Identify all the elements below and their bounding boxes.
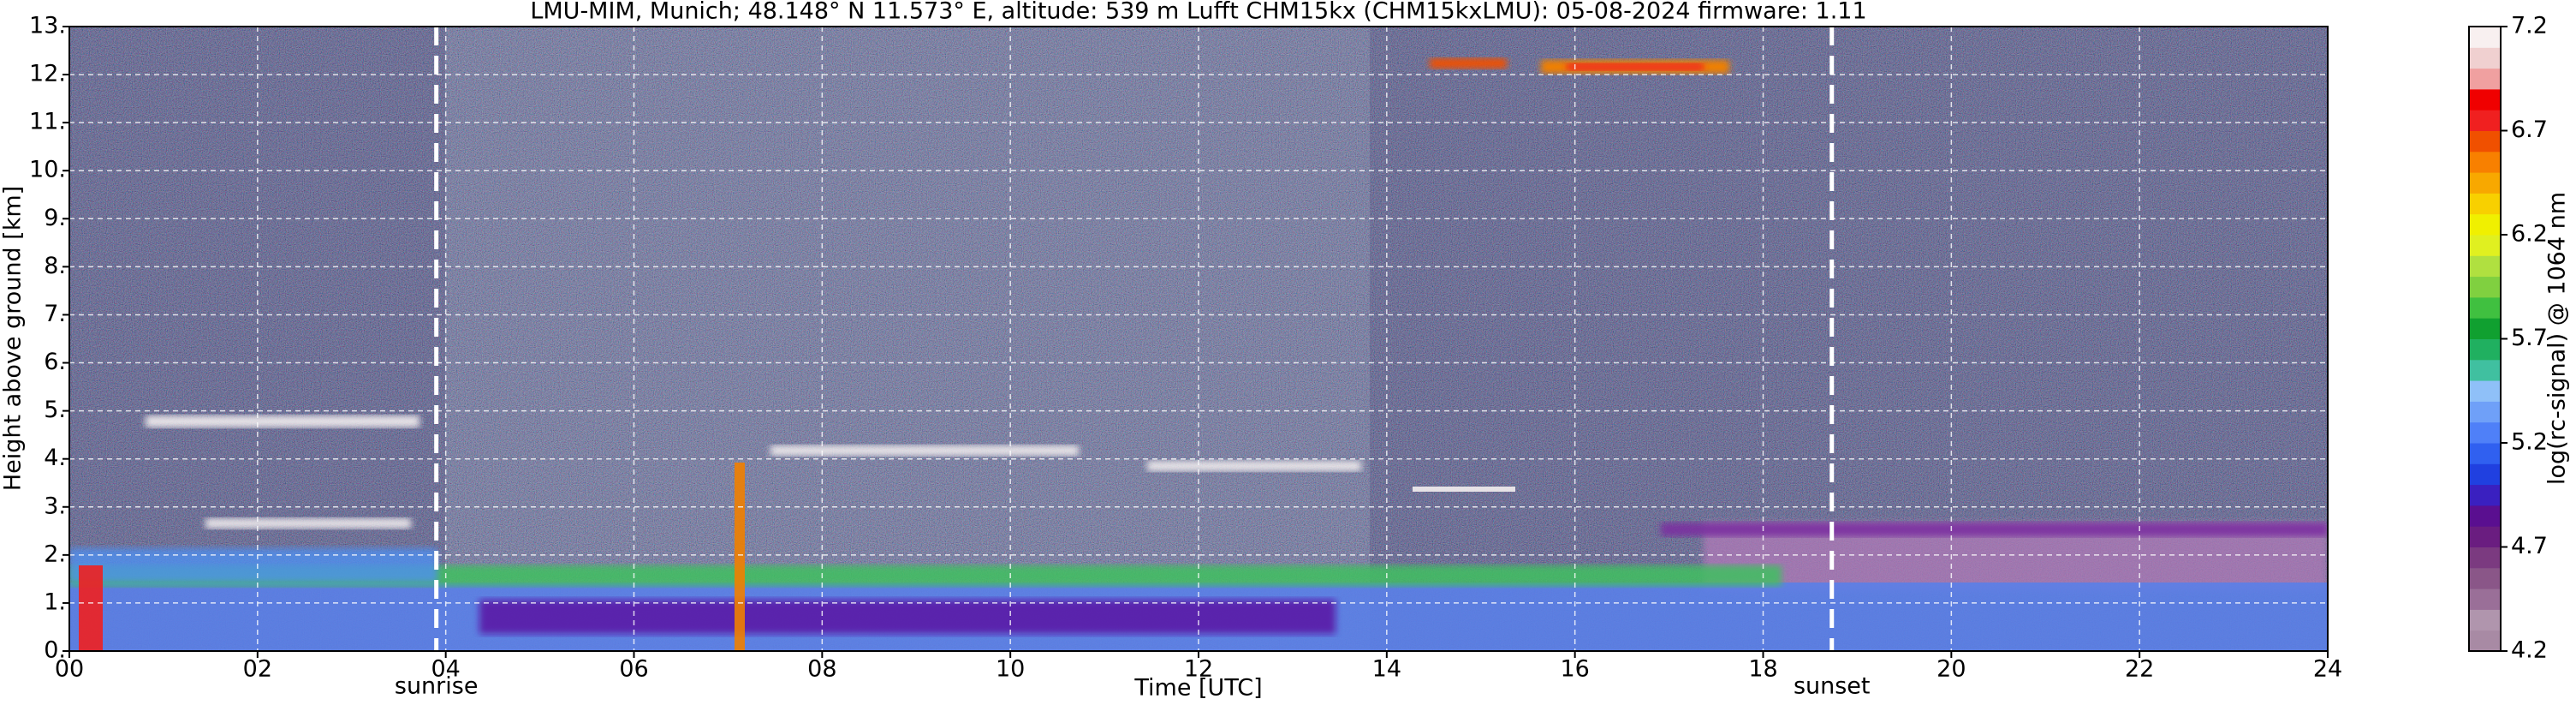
x-tick-label: 12 — [1184, 656, 1213, 683]
colorbar-swatch — [2469, 213, 2501, 236]
colorbar-swatch — [2469, 172, 2501, 194]
x-tick-label: 20 — [1936, 656, 1966, 683]
colorbar-tick-label: 7.2 — [2511, 13, 2548, 39]
colorbar-label: log(rc-signal) @ 1064 nm — [2544, 192, 2571, 485]
colorbar-tick-label: 5.2 — [2511, 429, 2548, 456]
colorbar-swatch — [2469, 609, 2501, 631]
colorbar-swatch — [2469, 88, 2501, 111]
chart-title: LMU-MIM, Munich; 48.148° N 11.573° E, al… — [530, 0, 1866, 25]
colorbar-swatch — [2469, 630, 2501, 652]
x-tick-label: 16 — [1560, 656, 1589, 683]
y-tick-label: 6. — [44, 349, 66, 375]
colorbar-swatch — [2469, 193, 2501, 215]
y-tick-label: 0. — [44, 637, 66, 664]
colorbar-tick-label: 6.2 — [2511, 221, 2548, 248]
colorbar-swatch — [2469, 526, 2501, 547]
colorbar-swatch — [2469, 338, 2501, 361]
colorbar-swatch — [2469, 443, 2501, 464]
y-tick-label: 2. — [44, 541, 66, 567]
x-axis-label: Time [UTC] — [1133, 675, 1262, 702]
event-label: sunrise — [395, 673, 479, 700]
colorbar-swatch — [2469, 68, 2501, 90]
colorbar-swatch — [2469, 547, 2501, 569]
colorbar-swatch — [2469, 47, 2501, 69]
colorbar-swatch — [2469, 380, 2501, 402]
y-tick-label: 13. — [29, 13, 66, 39]
colorbar-swatch — [2469, 359, 2501, 381]
plume — [735, 463, 745, 651]
x-tick-label: 04 — [431, 656, 460, 683]
x-tick-label: 24 — [2313, 656, 2342, 683]
annotations — [434, 27, 1835, 651]
y-tick-label: 11. — [29, 109, 66, 135]
colorbar-swatch — [2469, 255, 2501, 278]
y-tick-label: 5. — [44, 397, 66, 423]
colorbar-swatch — [2469, 421, 2501, 444]
cirrus — [1430, 58, 1729, 74]
plot-frame — [68, 26, 2329, 652]
colorbar-tick-label: 4.7 — [2511, 533, 2548, 559]
x-tick-label: 10 — [996, 656, 1025, 683]
colorbar-swatch — [2469, 567, 2501, 589]
colorbar-swatch — [2469, 130, 2501, 152]
colorbar-swatch — [2469, 505, 2501, 527]
colorbar-frame — [2468, 26, 2502, 652]
colorbar-swatch — [2469, 589, 2501, 610]
aloft-layers — [146, 415, 1515, 529]
colorbar-tick-label: 5.7 — [2511, 325, 2548, 351]
x-tick-label: 14 — [1372, 656, 1401, 683]
x-tick-label: 06 — [619, 656, 648, 683]
y-tick-label: 3. — [44, 493, 66, 519]
y-tick-label: 8. — [44, 253, 66, 279]
fog-return — [79, 565, 103, 651]
y-tick-label: 10. — [29, 157, 66, 183]
colorbar-swatch — [2469, 276, 2501, 298]
event-label: sunset — [1794, 673, 1871, 700]
x-tick-label: 18 — [1748, 656, 1777, 683]
y-tick-label: 7. — [44, 301, 66, 327]
x-tick-label: 08 — [807, 656, 836, 683]
morning-layer — [479, 600, 1336, 634]
residual-layer-top — [1661, 523, 2328, 536]
colorbar-swatch — [2469, 296, 2501, 319]
colorbar-swatch — [2469, 110, 2501, 131]
colorbar-swatch — [2469, 484, 2501, 506]
y-tick-label: 12. — [29, 61, 66, 87]
colorbar-swatch — [2469, 27, 2501, 48]
y-axis-label: Height above ground [km] — [0, 186, 27, 491]
colorbar-swatch — [2469, 151, 2501, 173]
night-layer — [69, 548, 437, 583]
colorbar-swatch — [2469, 463, 2501, 486]
x-tick-label: 00 — [55, 656, 84, 683]
colorbar-tick-label: 6.7 — [2511, 117, 2548, 143]
x-tick-label: 02 — [243, 656, 272, 683]
y-tick-label: 9. — [44, 205, 66, 231]
colorbar-tick-label: 4.2 — [2511, 637, 2548, 664]
colorbar-swatch — [2469, 235, 2501, 256]
colorbar — [2469, 26, 2508, 652]
x-tick-label: 22 — [2125, 656, 2154, 683]
y-tick-label: 4. — [44, 445, 66, 471]
colorbar-swatch — [2469, 401, 2501, 423]
colorbar-swatch — [2469, 318, 2501, 339]
y-tick-label: 1. — [44, 589, 66, 615]
